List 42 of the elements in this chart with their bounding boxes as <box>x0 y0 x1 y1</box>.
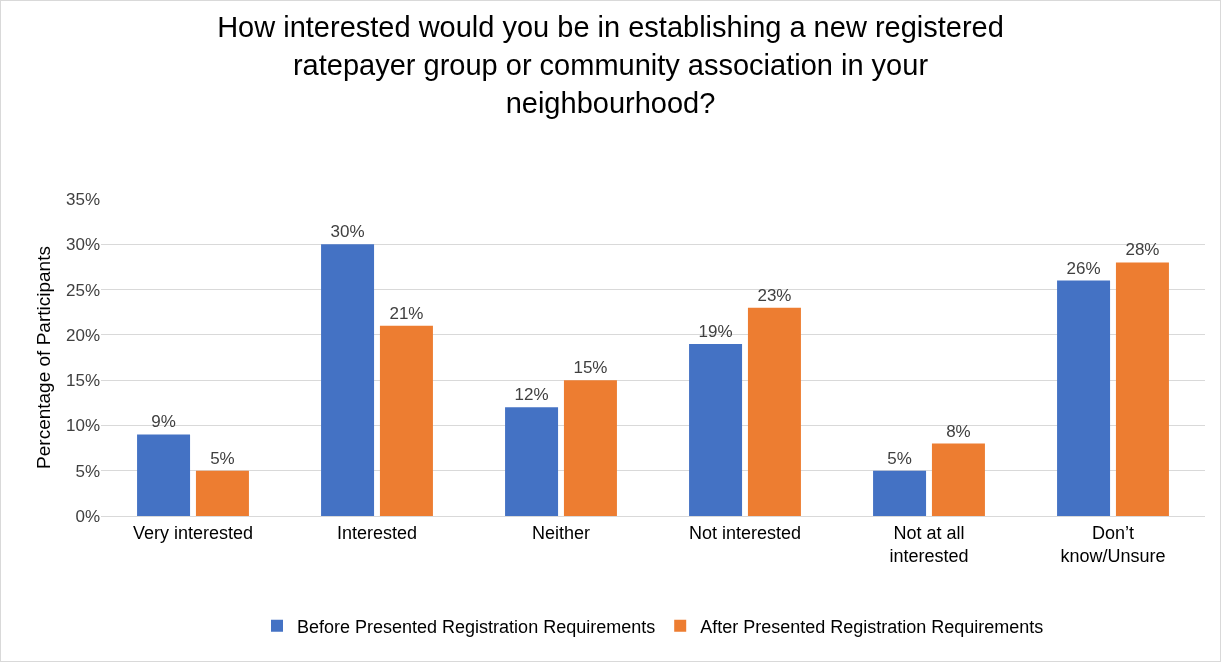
y-tick-label: 15% <box>65 371 100 391</box>
legend-label: Before Presented Registration Requirements <box>297 616 656 637</box>
legend-label: After Presented Registration Requirements <box>700 616 1044 637</box>
data-label: 21% <box>389 303 424 323</box>
y-tick-label: 10% <box>65 416 100 436</box>
bar <box>1057 280 1111 516</box>
data-label: 8% <box>946 421 971 441</box>
bar <box>747 307 801 516</box>
x-tick-label: Not interested <box>688 522 802 543</box>
x-tick-label: Neither <box>531 522 591 543</box>
bar <box>137 434 191 516</box>
y-tick-label: 25% <box>65 280 100 300</box>
y-tick-label: 35% <box>65 189 100 209</box>
data-label: 19% <box>698 321 733 341</box>
data-label: 5% <box>887 448 912 468</box>
x-tick-label: Don’t know/Unsure <box>1060 522 1166 566</box>
y-tick-label: 30% <box>65 235 100 255</box>
y-tick-label: 0% <box>75 506 100 526</box>
data-label: 26% <box>1066 258 1101 278</box>
y-axis-title: Percentage of Participants <box>32 246 54 469</box>
bar <box>321 244 375 516</box>
data-label: 23% <box>757 285 792 305</box>
bar <box>379 325 433 516</box>
bar <box>873 470 927 516</box>
x-tick-label: Very interested <box>132 522 254 543</box>
x-tick-label: Interested <box>336 522 418 543</box>
x-tick-label: Not at all interested <box>889 522 969 566</box>
data-label: 9% <box>151 412 176 432</box>
bar <box>195 470 249 516</box>
bar <box>505 407 559 516</box>
data-label: 5% <box>210 448 235 468</box>
data-label: 15% <box>573 358 608 378</box>
bar <box>563 380 617 516</box>
y-tick-label: 20% <box>65 325 100 345</box>
data-label: 28% <box>1125 240 1160 260</box>
y-tick-label: 5% <box>75 461 100 481</box>
data-label: 12% <box>514 385 549 405</box>
bar <box>689 343 743 516</box>
chart-title: How interested would you be in establishing a new registered ratepayer group or community association in your neighbourhood? <box>217 11 1004 119</box>
data-label: 30% <box>330 222 365 242</box>
bar <box>931 443 985 516</box>
bar <box>1115 262 1169 516</box>
